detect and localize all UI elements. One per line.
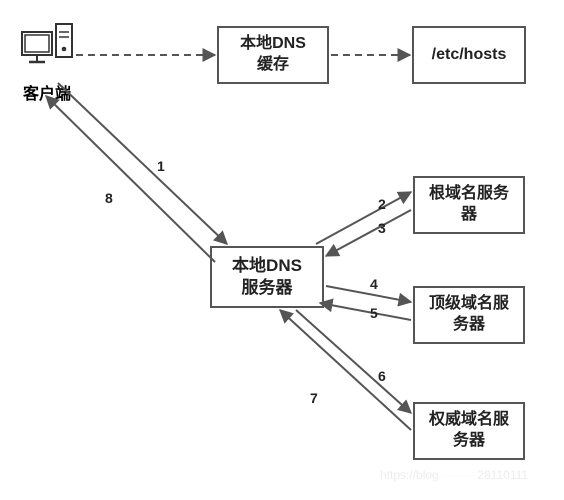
watermark-left: https://blog: [380, 468, 439, 482]
edge-label-5: 5: [370, 305, 378, 321]
node-label: 本地DNS服务器: [232, 255, 302, 299]
edge-label-1: 1: [157, 158, 165, 174]
edge-e1: [58, 83, 227, 244]
edge-label-6: 6: [378, 368, 386, 384]
edge-label-3: 3: [378, 220, 386, 236]
etc-hosts-node: /etc/hosts: [412, 26, 526, 84]
node-label: 根域名服务器: [429, 184, 509, 226]
edge-e5: [320, 303, 411, 320]
edge-label-2: 2: [378, 196, 386, 212]
watermark: https://blog ········ 28110111: [380, 468, 528, 482]
node-label: 权威域名服务器: [429, 410, 509, 452]
node-label: 本地DNS缓存: [240, 34, 306, 76]
local-dns-cache-node: 本地DNS缓存: [217, 26, 329, 84]
edge-e4: [326, 286, 411, 302]
edge-label-8: 8: [105, 190, 113, 206]
node-label: /etc/hosts: [432, 45, 507, 66]
edge-e2: [316, 192, 411, 244]
edge-e7: [280, 310, 411, 430]
computer-icon: [20, 22, 75, 77]
edge-label-7: 7: [310, 390, 318, 406]
node-label: 顶级域名服务器: [429, 294, 509, 336]
client-node: [20, 22, 75, 77]
watermark-right: 28110111: [477, 468, 528, 482]
edge-e3: [326, 210, 411, 256]
edge-e8: [46, 96, 215, 262]
client-label: 客户端: [23, 80, 71, 104]
tld-server-node: 顶级域名服务器: [413, 286, 525, 344]
edge-label-4: 4: [370, 276, 378, 292]
local-dns-server-node: 本地DNS服务器: [210, 246, 324, 308]
auth-server-node: 权威域名服务器: [413, 402, 525, 460]
root-server-node: 根域名服务器: [413, 176, 525, 234]
